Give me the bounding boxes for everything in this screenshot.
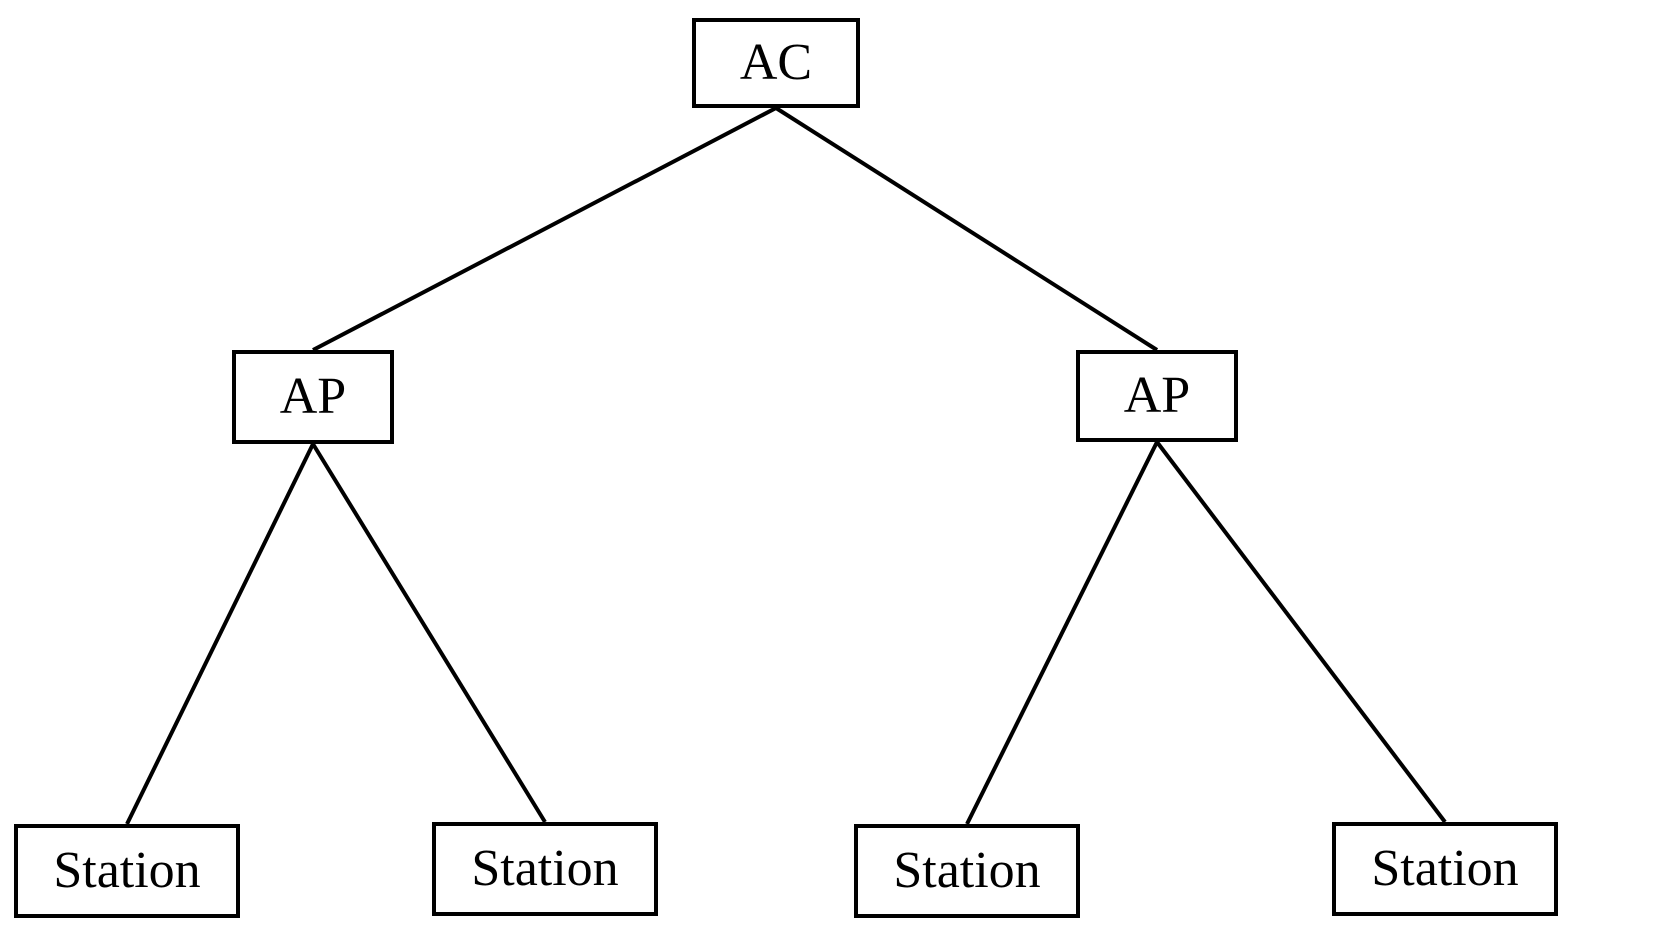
node-ap2-label: AP <box>1124 370 1190 422</box>
edges-layer <box>0 0 1653 931</box>
node-st2-label: Station <box>471 843 618 895</box>
node-ap1: AP <box>232 350 394 444</box>
node-st4-label: Station <box>1371 843 1518 895</box>
edge-ac-ap1 <box>313 108 776 350</box>
node-ac: AC <box>692 18 860 108</box>
edge-ap1-st2 <box>313 444 545 822</box>
node-ap1-label: AP <box>280 371 346 423</box>
node-ac-label: AC <box>740 37 812 89</box>
edge-ap1-st1 <box>127 444 313 824</box>
node-st3-label: Station <box>893 845 1040 897</box>
node-st2: Station <box>432 822 658 916</box>
node-st3: Station <box>854 824 1080 918</box>
node-st1: Station <box>14 824 240 918</box>
node-st4: Station <box>1332 822 1558 916</box>
edge-ap2-st4 <box>1157 442 1445 822</box>
edge-ac-ap2 <box>776 108 1157 350</box>
edge-ap2-st3 <box>967 442 1157 824</box>
node-st1-label: Station <box>53 845 200 897</box>
diagram-canvas: AC AP AP Station Station Station Station <box>0 0 1653 931</box>
node-ap2: AP <box>1076 350 1238 442</box>
